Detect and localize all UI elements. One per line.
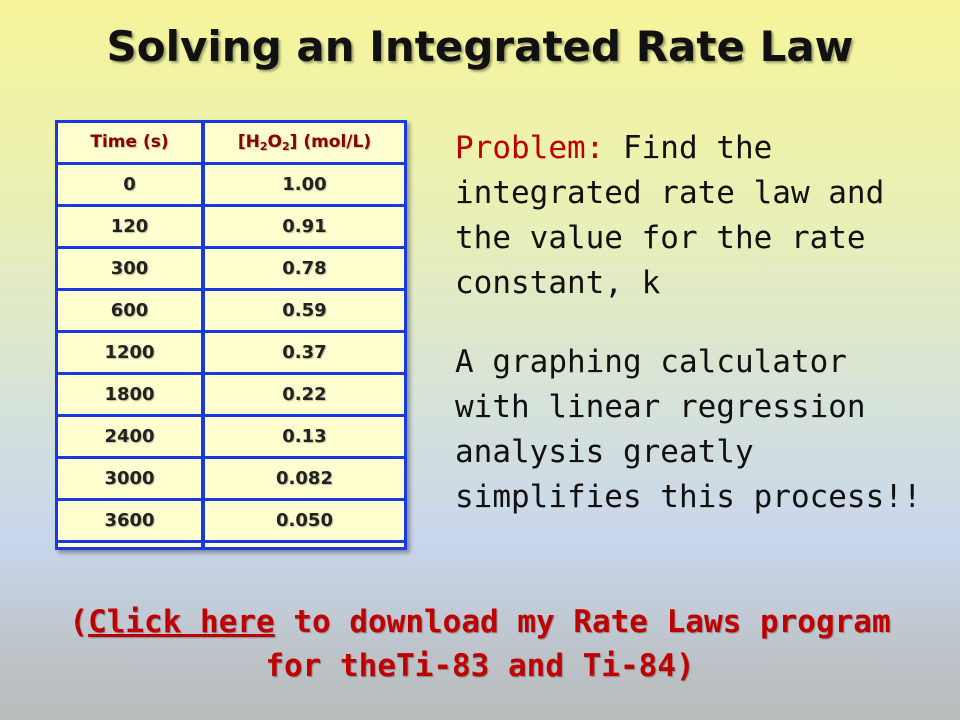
header-time: Time (s) bbox=[90, 132, 169, 152]
table-row: 1200 0.37 bbox=[58, 333, 404, 375]
concentration-cell: 0.13 bbox=[282, 426, 327, 447]
concentration-cell: 0.59 bbox=[282, 300, 327, 321]
time-cell: 0 bbox=[123, 174, 136, 195]
concentration-cell: 0.78 bbox=[282, 258, 327, 279]
table-row: 600 0.59 bbox=[58, 291, 404, 333]
download-note: (Click here to download my Rate Laws pro… bbox=[69, 604, 891, 684]
table-row: 120 0.91 bbox=[58, 207, 404, 249]
problem-statement: Problem: Find the integrated rate law an… bbox=[455, 126, 935, 306]
time-cell: 600 bbox=[110, 300, 149, 321]
table-row: 3000 0.082 bbox=[58, 459, 404, 501]
column-divider bbox=[201, 123, 205, 547]
table-row: 1800 0.22 bbox=[58, 375, 404, 417]
slide-title: Solving an Integrated Rate Law bbox=[106, 22, 854, 71]
table-row: 3600 0.050 bbox=[58, 501, 404, 543]
problem-text: Find the integrated rate law and the val… bbox=[455, 130, 885, 301]
time-cell: 1200 bbox=[104, 342, 155, 363]
time-cell: 120 bbox=[110, 216, 149, 237]
table-row: 0 1.00 bbox=[58, 165, 404, 207]
time-cell: 1800 bbox=[104, 384, 155, 405]
concentration-cell: 0.082 bbox=[276, 468, 333, 489]
data-table: Time (s) [H2O2] (mol/L) 0 1.00 120 0.91 … bbox=[55, 120, 407, 550]
problem-label: Problem: bbox=[455, 130, 605, 166]
header-concentration: [H2O2] (mol/L) bbox=[237, 132, 372, 153]
time-cell: 3000 bbox=[104, 468, 155, 489]
table-header-row: Time (s) [H2O2] (mol/L) bbox=[58, 123, 404, 165]
concentration-cell: 0.22 bbox=[282, 384, 327, 405]
concentration-cell: 0.37 bbox=[282, 342, 327, 363]
table-row: 2400 0.13 bbox=[58, 417, 404, 459]
time-cell: 300 bbox=[110, 258, 149, 279]
concentration-cell: 1.00 bbox=[282, 174, 327, 195]
concentration-cell: 0.050 bbox=[276, 510, 333, 531]
time-cell: 3600 bbox=[104, 510, 155, 531]
time-cell: 2400 bbox=[104, 426, 155, 447]
calculator-note: A graphing calculator with linear regres… bbox=[455, 344, 922, 515]
concentration-cell: 0.91 bbox=[282, 216, 327, 237]
click-here-link[interactable]: Click here bbox=[88, 604, 275, 640]
table-row: 300 0.78 bbox=[58, 249, 404, 291]
